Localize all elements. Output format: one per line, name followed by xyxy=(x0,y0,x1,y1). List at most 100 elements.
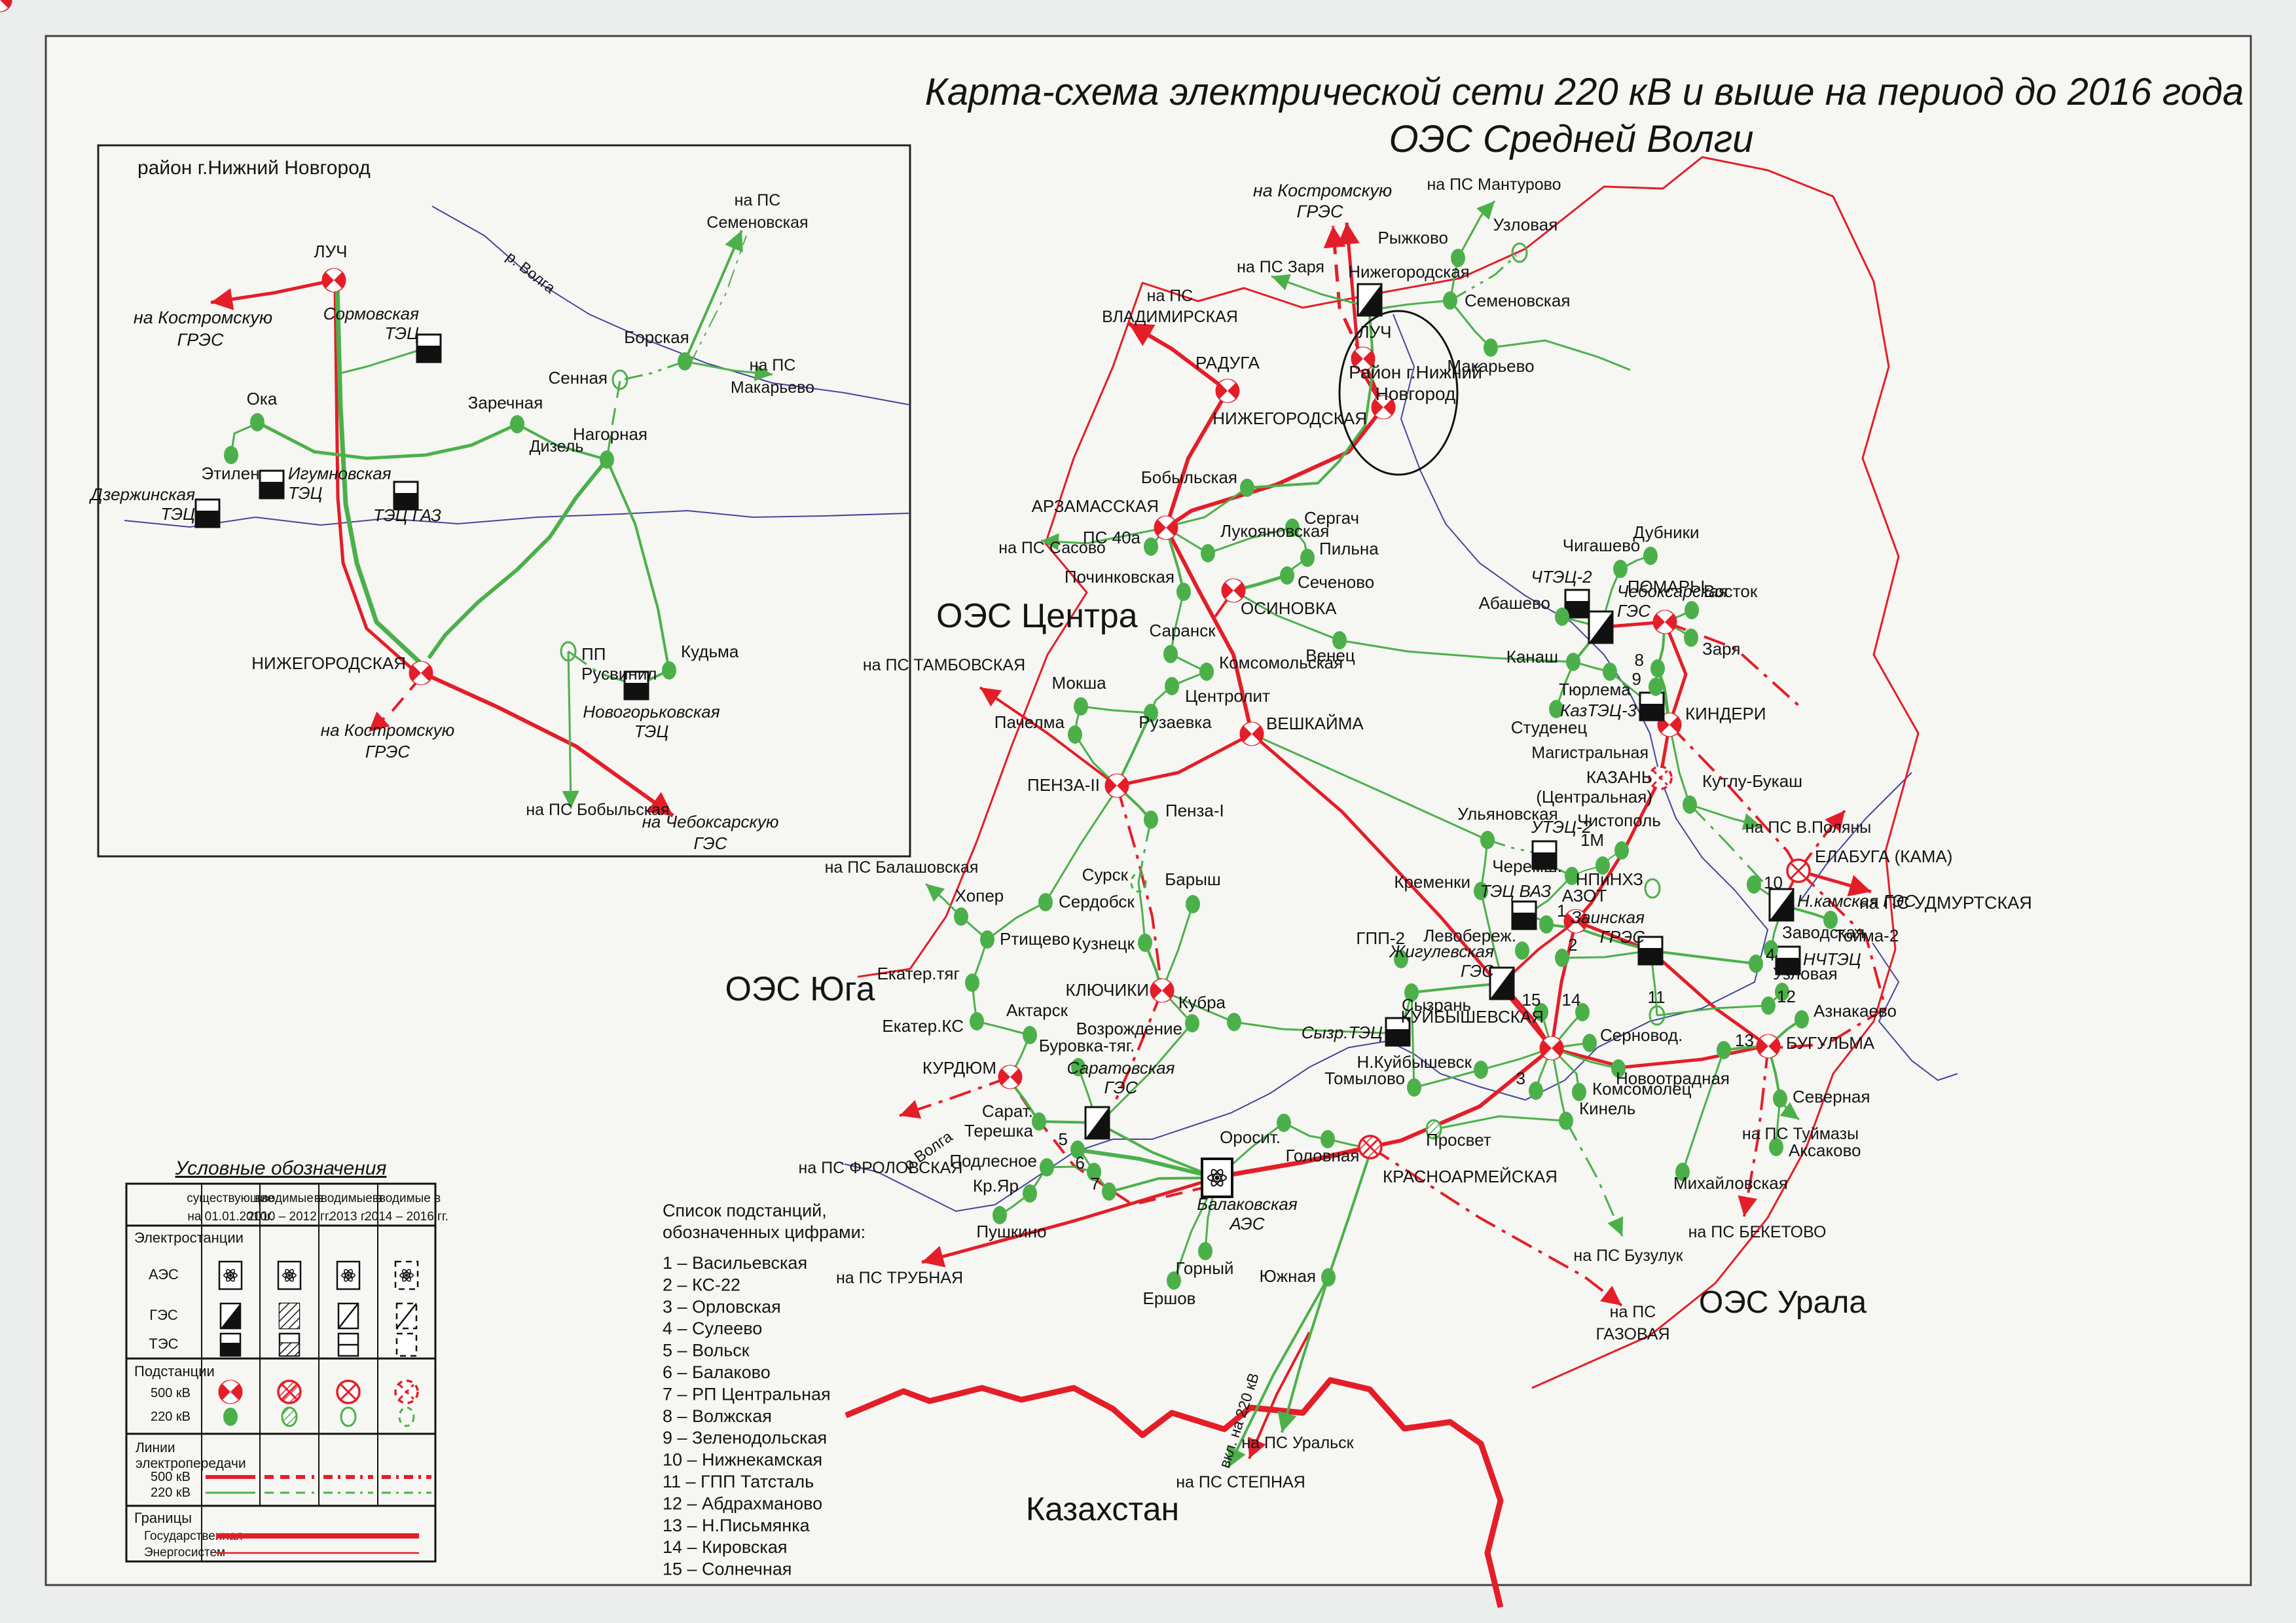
arrow-head xyxy=(1041,533,1059,551)
boundary-line xyxy=(1377,156,1920,1389)
station-label: Заречная xyxy=(468,393,543,412)
legend-title: Условные обозначения xyxy=(175,1158,387,1179)
station-label: Нагорная xyxy=(573,424,647,444)
line-220kv xyxy=(1097,1122,1207,1175)
line-220kv xyxy=(1161,903,1194,991)
substation-list: Список подстанций, обозначенных цифрами: 1… xyxy=(663,1201,866,1579)
line-500kv xyxy=(1164,390,1230,528)
map-label: на ПС xyxy=(1610,1303,1656,1321)
map-label: на ПС УДМУРТСКАЯ xyxy=(1859,893,2032,913)
list-item: 8 – Волжская xyxy=(663,1406,772,1426)
list-item: 4 – Сулеево xyxy=(663,1319,762,1338)
station-label: Восток xyxy=(1704,581,1758,601)
station-label: Канаш xyxy=(1506,647,1558,666)
map-label: на ПС xyxy=(1147,287,1194,305)
station-label: Сызр.ТЭЦ xyxy=(1302,1023,1383,1042)
station-n2 xyxy=(1555,949,1569,967)
station-label: Новогорьковская ТЭЦ xyxy=(583,702,720,741)
station-penza-1 xyxy=(1144,811,1158,829)
station-label: Жигулевская ГЭС xyxy=(1388,941,1494,981)
labels-layer: ЛУЧ НИЖЕГОРОДСКАЯ РАДУГА АРЗАМАССКАЯ ОСИНОВК… xyxy=(88,157,2032,1527)
arrow-head xyxy=(926,884,945,902)
line-220kv xyxy=(1105,1023,1194,1118)
station-label: Кубра xyxy=(1178,993,1226,1012)
station-label: 8 xyxy=(1635,650,1644,670)
station-zainskaya-gres xyxy=(1637,936,1664,966)
station-n14 xyxy=(1575,1003,1590,1021)
line-220kv xyxy=(1339,639,1574,663)
station-label: КИНДЕРИ xyxy=(1685,704,1766,723)
map-label: на Костромскую xyxy=(134,308,272,327)
station-kremenki xyxy=(1474,882,1488,900)
station-n15 xyxy=(1534,1003,1548,1021)
list-item: 1 – Васильевская xyxy=(663,1253,807,1273)
station-label: Актарск xyxy=(1006,1000,1068,1020)
station-n8 xyxy=(1650,659,1665,678)
map-label: Новгород xyxy=(1376,384,1456,404)
arrow-head xyxy=(211,288,234,310)
station-chigashevo xyxy=(1613,560,1628,578)
station-elabuga xyxy=(1786,858,1811,883)
region-label: Казахстан xyxy=(1026,1491,1179,1527)
station-kinderi xyxy=(1657,712,1682,737)
station-label: Н.камская ГЭС xyxy=(1797,891,1916,911)
station-label: Екатер.тяг xyxy=(877,964,960,983)
river xyxy=(124,509,909,528)
station-label: Кудьма xyxy=(681,642,739,661)
station-sernovod xyxy=(1582,1034,1597,1052)
station-i-tec-gaz xyxy=(393,481,419,511)
list-item: 7 – РП Центральная xyxy=(663,1384,831,1404)
station-arzamasskaya xyxy=(1154,515,1178,540)
station-label: Заря xyxy=(1702,639,1740,659)
station-label: ПЕНЗА-II xyxy=(1027,775,1100,795)
station-label: 4 xyxy=(1766,945,1775,964)
station-label: 15 xyxy=(1522,990,1541,1010)
station-i-kudma xyxy=(662,661,676,680)
station-kinel xyxy=(1559,1112,1573,1130)
station-label: КУЙБЫШЕВСКАЯ xyxy=(1401,1007,1544,1027)
station-label: Левобереж. xyxy=(1423,926,1516,945)
station-label: Новоотрадная xyxy=(1616,1068,1730,1088)
line-220kv xyxy=(1239,574,1288,591)
station-label: Пильна xyxy=(1319,539,1379,558)
station-label: Ртищево xyxy=(1000,929,1070,949)
line-220kv xyxy=(335,285,426,668)
map-label: Магистральная xyxy=(1531,744,1649,762)
map-label: район г.Нижний Новгород xyxy=(137,157,371,179)
station-sergach xyxy=(1285,519,1300,537)
line-220kv xyxy=(1161,989,1235,1023)
station-n11 xyxy=(1649,1005,1666,1026)
legend-row-label: Государственная xyxy=(144,1529,243,1543)
map-label: на ПС Бузулук xyxy=(1573,1247,1683,1265)
list-item: 11 – ГПП Татсталь xyxy=(663,1472,814,1491)
station-label: Рыжково xyxy=(1377,228,1448,247)
station-label: Бобыльская xyxy=(1141,467,1237,487)
station-label: КАЗАНЬ (Центральная) xyxy=(1536,767,1652,807)
station-label: ТЭЦ ВАЗ xyxy=(1480,881,1551,901)
arrow-head xyxy=(1779,1102,1799,1120)
station-i-igumnovskaya xyxy=(259,469,285,500)
region-label: ОЭС Центра xyxy=(936,597,1138,635)
legend-header: 2010 – 2012 гг. xyxy=(247,1210,331,1224)
line-220kv xyxy=(340,349,420,374)
station-label: 7 xyxy=(1091,1174,1100,1194)
legend-row-label: Подстанции xyxy=(134,1363,215,1379)
station-label: Узловая xyxy=(1773,964,1838,983)
station-label: Хопер xyxy=(955,886,1004,905)
map-title-line1: Карта-схема электрической сети 220 кВ и … xyxy=(925,71,2244,113)
station-cheboksarskaya-ges xyxy=(1588,610,1614,644)
line-220kv xyxy=(1561,949,1651,959)
map-label: на ПС ТАМБОВСКАЯ xyxy=(863,656,1025,674)
arrow-head xyxy=(369,711,390,732)
line-500kv xyxy=(899,1076,1011,1117)
map-title-line2: ОЭС Средней Волги xyxy=(1389,118,1754,160)
station-label: Рузаевка xyxy=(1139,712,1212,732)
legend-row-label: ТЭС xyxy=(149,1336,178,1352)
map-label: на ПС xyxy=(750,356,796,374)
legend-header: на 01.01.2010г. xyxy=(187,1210,273,1224)
line-500kv xyxy=(1248,1332,1311,1459)
line-500kv xyxy=(1116,732,1253,788)
station-label: Дубники xyxy=(1633,522,1699,542)
station-toyma-2 xyxy=(1823,911,1838,929)
